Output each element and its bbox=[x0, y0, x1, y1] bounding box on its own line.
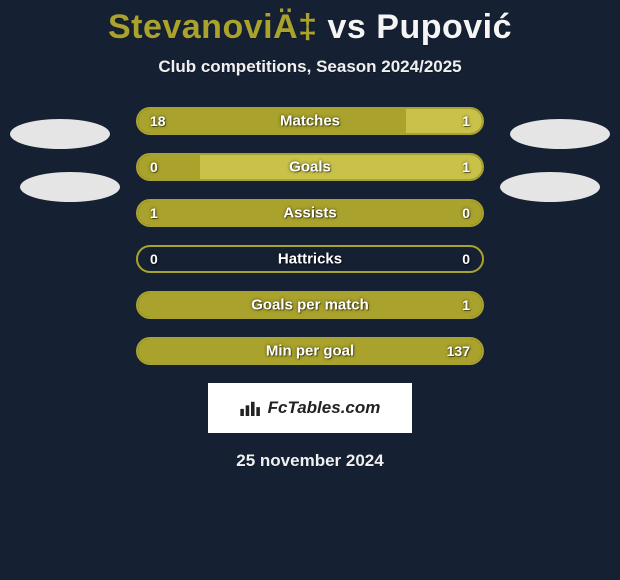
brand-text: FcTables.com bbox=[268, 398, 381, 418]
bar-fill-right bbox=[406, 109, 482, 133]
player-left-name: StevanoviÄ‡ bbox=[108, 8, 318, 46]
bar-label: Goals per match bbox=[251, 297, 369, 314]
team-badge-right-2 bbox=[500, 172, 600, 202]
bar-value-left: 0 bbox=[150, 251, 158, 267]
bar-value-right: 0 bbox=[462, 205, 470, 221]
date-label: 25 november 2024 bbox=[0, 451, 620, 471]
team-badge-right-1 bbox=[510, 119, 610, 149]
bar-fill-right bbox=[200, 155, 482, 179]
bar-label: Goals bbox=[289, 159, 331, 176]
bar-value-left: 18 bbox=[150, 113, 166, 129]
bar-label: Assists bbox=[283, 205, 336, 222]
stat-bar: 1 Goals per match bbox=[136, 291, 484, 319]
root-container: StevanoviÄ‡ vs Pupović Club competitions… bbox=[0, 0, 620, 471]
bar-label: Hattricks bbox=[278, 251, 342, 268]
bar-fill-left bbox=[138, 109, 406, 133]
bar-value-left: 0 bbox=[150, 159, 158, 175]
bar-value-right: 1 bbox=[462, 297, 470, 313]
stat-bar: 0 1 Goals bbox=[136, 153, 484, 181]
bar-value-right: 1 bbox=[462, 113, 470, 129]
bar-value-left: 1 bbox=[150, 205, 158, 221]
bar-value-right: 137 bbox=[447, 343, 470, 359]
vs-label: vs bbox=[328, 8, 367, 46]
stat-bar: 18 1 Matches bbox=[136, 107, 484, 135]
brand-box: FcTables.com bbox=[208, 383, 412, 433]
stat-bar: 0 0 Hattricks bbox=[136, 245, 484, 273]
bar-fill-left bbox=[138, 155, 200, 179]
subtitle: Club competitions, Season 2024/2025 bbox=[0, 57, 620, 77]
comparison-bars: 18 1 Matches 0 1 Goals 1 0 Assists 0 0 Hattricks 1 Go… bbox=[136, 107, 484, 365]
bar-value-right: 1 bbox=[462, 159, 470, 175]
page-title: StevanoviÄ‡ vs Pupović bbox=[0, 8, 620, 47]
bar-label: Matches bbox=[280, 113, 340, 130]
team-badge-left-1 bbox=[10, 119, 110, 149]
bar-value-right: 0 bbox=[462, 251, 470, 267]
bar-label: Min per goal bbox=[266, 343, 354, 360]
player-right-name: Pupović bbox=[376, 8, 512, 46]
team-badge-left-2 bbox=[20, 172, 120, 202]
stat-bar: 137 Min per goal bbox=[136, 337, 484, 365]
stat-bar: 1 0 Assists bbox=[136, 199, 484, 227]
chart-area: 18 1 Matches 0 1 Goals 1 0 Assists 0 0 Hattricks 1 Go… bbox=[0, 107, 620, 365]
brand-bars-icon bbox=[240, 400, 262, 416]
